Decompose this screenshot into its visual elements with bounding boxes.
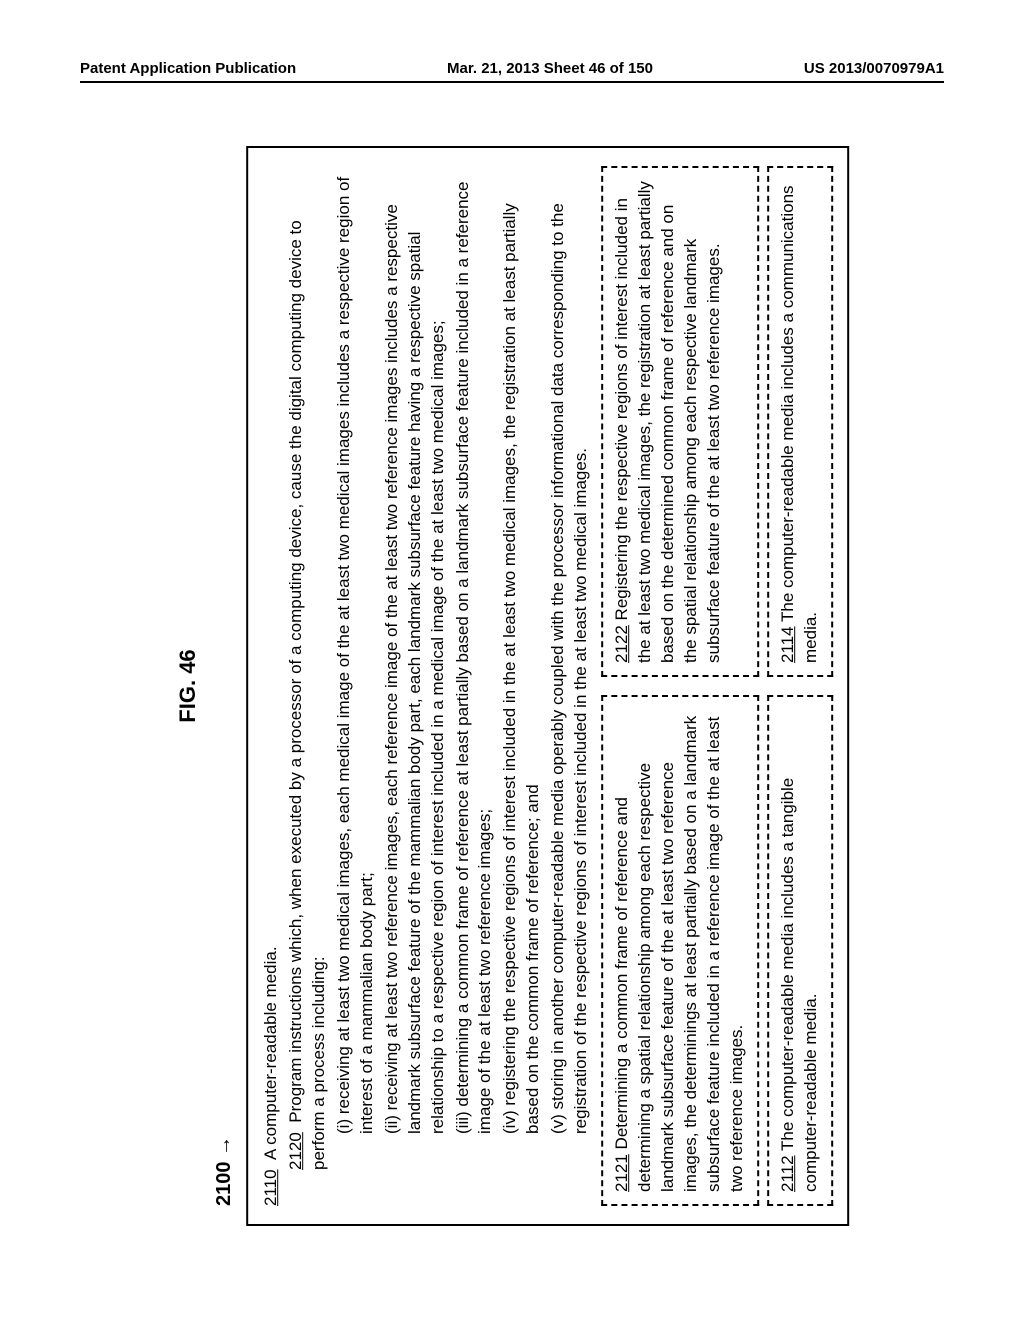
box-2121: 2121 Determining a common frame of refer…: [601, 695, 759, 1206]
item-ii: (ii) receiving at least two reference im…: [381, 166, 450, 1206]
arrow-icon: →: [213, 1136, 235, 1156]
box-2112: 2112 The computer-readable media include…: [767, 695, 833, 1206]
box-2110-title: 2110 A computer-readable media.: [260, 166, 283, 1206]
box-2110: 2110 A computer-readable media. 2120 Pro…: [246, 146, 849, 1226]
header-right: US 2013/0070979A1: [804, 60, 944, 77]
figure-container: FIG. 46 2100 → 2110 A computer-readable …: [175, 146, 849, 1226]
box-2122: 2122 Registering the respective regions …: [601, 166, 759, 677]
item-iii: (iii) determining a common frame of refe…: [452, 166, 498, 1206]
page-header: Patent Application Publication Mar. 21, …: [80, 60, 944, 83]
item-i: (i) receiving at least two medical image…: [333, 166, 379, 1206]
box-2114: 2114 The computer-readable media include…: [767, 166, 833, 677]
row-2112-2114: 2112 The computer-readable media include…: [767, 166, 833, 1206]
box-2120-lead: 2120 Program instructions which, when ex…: [285, 166, 331, 1206]
row-2121-2122: 2121 Determining a common frame of refer…: [601, 166, 759, 1206]
item-v: (v) storing in another computer-readable…: [547, 166, 593, 1206]
figure-ref: 2100 →: [213, 146, 236, 1226]
header-left: Patent Application Publication: [80, 60, 296, 77]
header-center: Mar. 21, 2013 Sheet 46 of 150: [447, 60, 653, 77]
item-iv: (iv) registering the respective regions …: [500, 166, 546, 1206]
figure-label: FIG. 46: [175, 146, 201, 1226]
